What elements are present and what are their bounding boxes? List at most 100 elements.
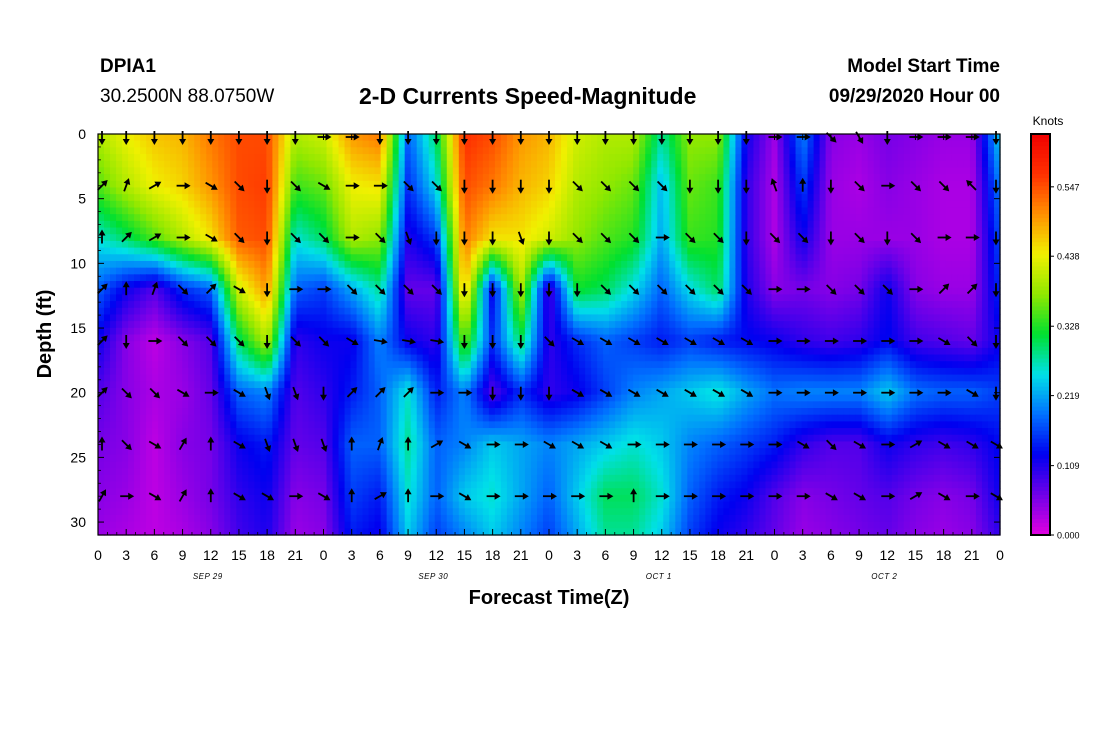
- heatmap-cell: [158, 281, 165, 289]
- heatmap-cell: [488, 327, 496, 336]
- heatmap-cell: [555, 260, 562, 269]
- heatmap-cell: [104, 220, 111, 229]
- heatmap-cell: [170, 194, 177, 202]
- heatmap-cell: [675, 187, 682, 195]
- heatmap-cell: [687, 327, 694, 336]
- heatmap-cell: [711, 267, 718, 275]
- heatmap-cell: [500, 134, 508, 142]
- heatmap-cell: [464, 240, 472, 249]
- heatmap-cell: [915, 147, 923, 155]
- heatmap-cell: [891, 167, 899, 175]
- heatmap-cell: [651, 140, 658, 148]
- heatmap-cell: [512, 301, 520, 309]
- heatmap-cell: [633, 247, 640, 255]
- heatmap-cell: [110, 207, 117, 215]
- heatmap-cell: [597, 314, 604, 322]
- heatmap-cell: [212, 200, 219, 209]
- heatmap-cell: [663, 180, 670, 189]
- heatmap-cell: [134, 260, 141, 269]
- heatmap-cell: [500, 207, 508, 215]
- heatmap-cell: [212, 347, 219, 356]
- heatmap-cell: [302, 307, 310, 316]
- heatmap-cell: [867, 214, 875, 222]
- heatmap-cell: [969, 294, 977, 302]
- heatmap-cell: [711, 160, 718, 169]
- heatmap-cell: [410, 347, 418, 356]
- heatmap-cell: [885, 160, 893, 169]
- heatmap-cell: [410, 287, 418, 295]
- heatmap-cell: [663, 307, 670, 316]
- heatmap-cell: [663, 140, 670, 148]
- heatmap-cell: [206, 134, 213, 142]
- heatmap-cell: [302, 281, 310, 289]
- heatmap-cell: [567, 240, 574, 249]
- heatmap-cell: [356, 307, 364, 316]
- heatmap-cell: [561, 301, 568, 309]
- heatmap-cell: [452, 240, 460, 249]
- heatmap-cell: [224, 220, 231, 229]
- heatmap-cell: [176, 287, 183, 295]
- heatmap-cell: [657, 274, 664, 282]
- heatmap-cell: [561, 260, 568, 269]
- heatmap-cell: [957, 321, 965, 329]
- heatmap-cell: [542, 227, 550, 235]
- heatmap-cell: [98, 287, 105, 295]
- heatmap-cell: [585, 260, 592, 269]
- heatmap-cell: [506, 154, 514, 162]
- heatmap-cell: [410, 260, 418, 269]
- heatmap-cell: [518, 294, 526, 302]
- heatmap-cell: [518, 180, 526, 189]
- heatmap-cell: [585, 327, 592, 336]
- heatmap-cell: [645, 140, 652, 148]
- heatmap-cell: [765, 301, 773, 309]
- heatmap-cell: [434, 321, 442, 329]
- heatmap-cell: [897, 154, 905, 162]
- heatmap-cell: [428, 321, 436, 329]
- heatmap-cell: [326, 294, 334, 302]
- heatmap-cell: [338, 160, 346, 169]
- heatmap-cell: [482, 140, 490, 148]
- heatmap-cell: [963, 267, 971, 275]
- heatmap-cell: [236, 220, 243, 229]
- heatmap-cell: [615, 307, 622, 316]
- heatmap-cell: [476, 174, 484, 182]
- heatmap-cell: [609, 174, 616, 182]
- heatmap-cell: [146, 307, 153, 316]
- heatmap-cell: [332, 174, 340, 182]
- heatmap-cell: [891, 234, 899, 242]
- heatmap-cell: [969, 220, 977, 229]
- heatmap-cell: [188, 200, 195, 209]
- heatmap-cell: [849, 160, 857, 169]
- heatmap-cell: [789, 314, 797, 322]
- heatmap-cell: [573, 341, 580, 349]
- heatmap-cell: [831, 347, 839, 356]
- heatmap-cell: [206, 174, 213, 182]
- heatmap-cell: [633, 321, 640, 329]
- heatmap-cell: [759, 234, 767, 242]
- heatmap-cell: [861, 334, 869, 342]
- heatmap-cell: [813, 214, 821, 222]
- heatmap-cell: [561, 180, 568, 189]
- heatmap-cell: [302, 200, 310, 209]
- heatmap-cell: [549, 260, 556, 269]
- heatmap-cell: [789, 174, 797, 182]
- chart-title: 2-D Currents Speed-Magnitude: [359, 83, 697, 109]
- heatmap-cell: [188, 274, 195, 282]
- heatmap-cell: [296, 254, 304, 262]
- heatmap-cell: [555, 160, 562, 169]
- heatmap-cell: [236, 174, 243, 182]
- heatmap-cell: [909, 187, 917, 195]
- heatmap-cell: [518, 200, 526, 209]
- heatmap-cell: [723, 240, 730, 249]
- heatmap-cell: [302, 321, 310, 329]
- heatmap-cell: [963, 301, 971, 309]
- heatmap-cell: [110, 214, 117, 222]
- heatmap-cell: [639, 140, 646, 148]
- heatmap-cell: [687, 194, 694, 202]
- heatmap-cell: [771, 227, 779, 235]
- heatmap-cell: [969, 140, 977, 148]
- heatmap-cell: [933, 187, 941, 195]
- heatmap-cell: [494, 234, 502, 242]
- heatmap-cell: [909, 234, 917, 242]
- heatmap-cell: [116, 267, 123, 275]
